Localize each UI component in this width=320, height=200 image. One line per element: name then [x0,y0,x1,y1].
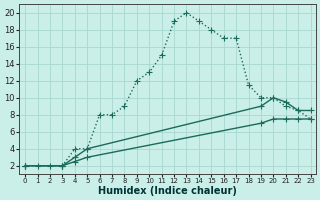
X-axis label: Humidex (Indice chaleur): Humidex (Indice chaleur) [98,186,237,196]
